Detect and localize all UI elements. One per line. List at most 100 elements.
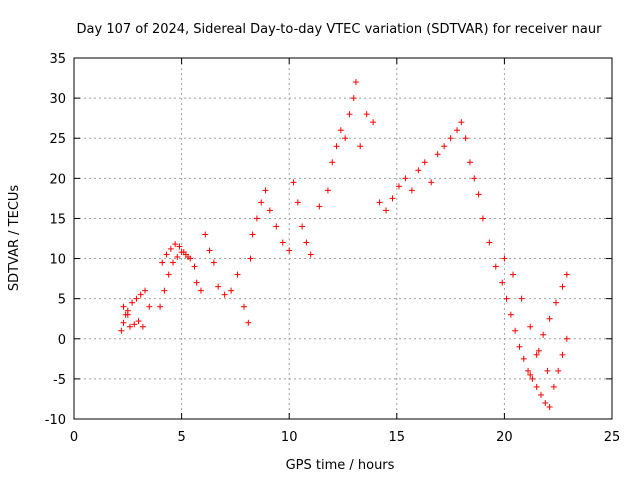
data-point: [546, 403, 553, 410]
data-point: [533, 351, 540, 358]
data-point: [185, 253, 192, 260]
y-tick-label: 10: [49, 253, 66, 268]
y-tick-label: 30: [49, 92, 66, 107]
data-point: [172, 241, 179, 248]
data-point: [395, 183, 402, 190]
data-point: [174, 253, 181, 260]
data-point: [262, 187, 269, 194]
data-point: [428, 179, 435, 186]
data-point: [389, 195, 396, 202]
data-point: [501, 255, 508, 262]
data-point: [535, 347, 542, 354]
data-point: [273, 223, 280, 230]
x-tick-label: 20: [496, 430, 513, 445]
data-point: [346, 111, 353, 118]
data-point: [221, 291, 228, 298]
y-tick-label: 15: [49, 212, 66, 227]
axis-ticks: 0 5 10 15 20 25 -10 -5 0 5 10 15 20 25 30 35: [45, 52, 621, 445]
data-point: [421, 159, 428, 166]
data-point: [191, 263, 198, 270]
data-point: [492, 263, 499, 270]
plot-frame: [73, 57, 613, 420]
y-axis-label: SDTVAR / TECUs: [7, 185, 22, 292]
data-point: [333, 143, 340, 150]
data-point: [247, 255, 254, 262]
data-point: [120, 319, 127, 326]
data-point: [475, 191, 482, 198]
data-point: [165, 271, 172, 278]
data-point: [510, 271, 517, 278]
x-tick-label: 0: [70, 430, 78, 445]
data-point: [383, 207, 390, 214]
data-point: [139, 323, 146, 330]
data-point: [266, 207, 273, 214]
data-point: [290, 179, 297, 186]
data-point: [159, 259, 166, 266]
data-point: [303, 239, 310, 246]
data-point: [518, 295, 525, 302]
data-point: [402, 175, 409, 182]
data-point: [163, 251, 170, 258]
data-point: [458, 119, 465, 126]
data-point: [133, 295, 140, 302]
data-point: [415, 167, 422, 174]
data-point: [350, 95, 357, 102]
data-point: [540, 331, 547, 338]
data-point: [559, 283, 566, 290]
y-tick-label: 5: [58, 293, 66, 308]
data-point: [370, 119, 377, 126]
data-point: [126, 323, 133, 330]
data-point: [129, 299, 136, 306]
data-point: [471, 175, 478, 182]
data-point: [544, 367, 551, 374]
data-point: [241, 303, 248, 310]
y-tick-label: 0: [58, 333, 66, 348]
data-point: [363, 111, 370, 118]
data-point: [118, 327, 125, 334]
data-point: [527, 371, 534, 378]
data-point: [357, 143, 364, 150]
data-point: [507, 311, 514, 318]
x-tick-label: 10: [281, 430, 298, 445]
data-point: [249, 231, 256, 238]
data-point: [258, 199, 265, 206]
data-point: [210, 259, 217, 266]
data-point: [454, 127, 461, 134]
data-point: [352, 79, 359, 86]
data-point: [253, 215, 260, 222]
data-point: [408, 187, 415, 194]
data-point: [555, 367, 562, 374]
data-point: [228, 287, 235, 294]
data-point: [520, 355, 527, 362]
data-point: [234, 271, 241, 278]
data-point: [553, 299, 560, 306]
data-point: [499, 279, 506, 286]
data-point: [294, 199, 301, 206]
data-point: [137, 291, 144, 298]
data-point: [479, 215, 486, 222]
data-point: [466, 159, 473, 166]
data-point: [559, 351, 566, 358]
y-tick-label: -10: [45, 413, 66, 428]
data-point: [342, 135, 349, 142]
data-points: [118, 79, 570, 410]
data-point: [527, 323, 534, 330]
data-point: [486, 239, 493, 246]
data-point: [542, 399, 549, 406]
y-tick-label: 35: [49, 52, 66, 67]
data-point: [447, 135, 454, 142]
data-point: [245, 319, 252, 326]
data-point: [533, 383, 540, 390]
data-point: [546, 315, 553, 322]
data-point: [525, 367, 532, 374]
data-point: [503, 295, 510, 302]
data-point: [286, 247, 293, 254]
data-point: [206, 247, 213, 254]
data-point: [529, 375, 536, 382]
data-point: [193, 279, 200, 286]
data-point: [124, 311, 131, 318]
grid-lines: [74, 58, 612, 419]
data-point: [131, 321, 138, 328]
data-point: [324, 187, 331, 194]
